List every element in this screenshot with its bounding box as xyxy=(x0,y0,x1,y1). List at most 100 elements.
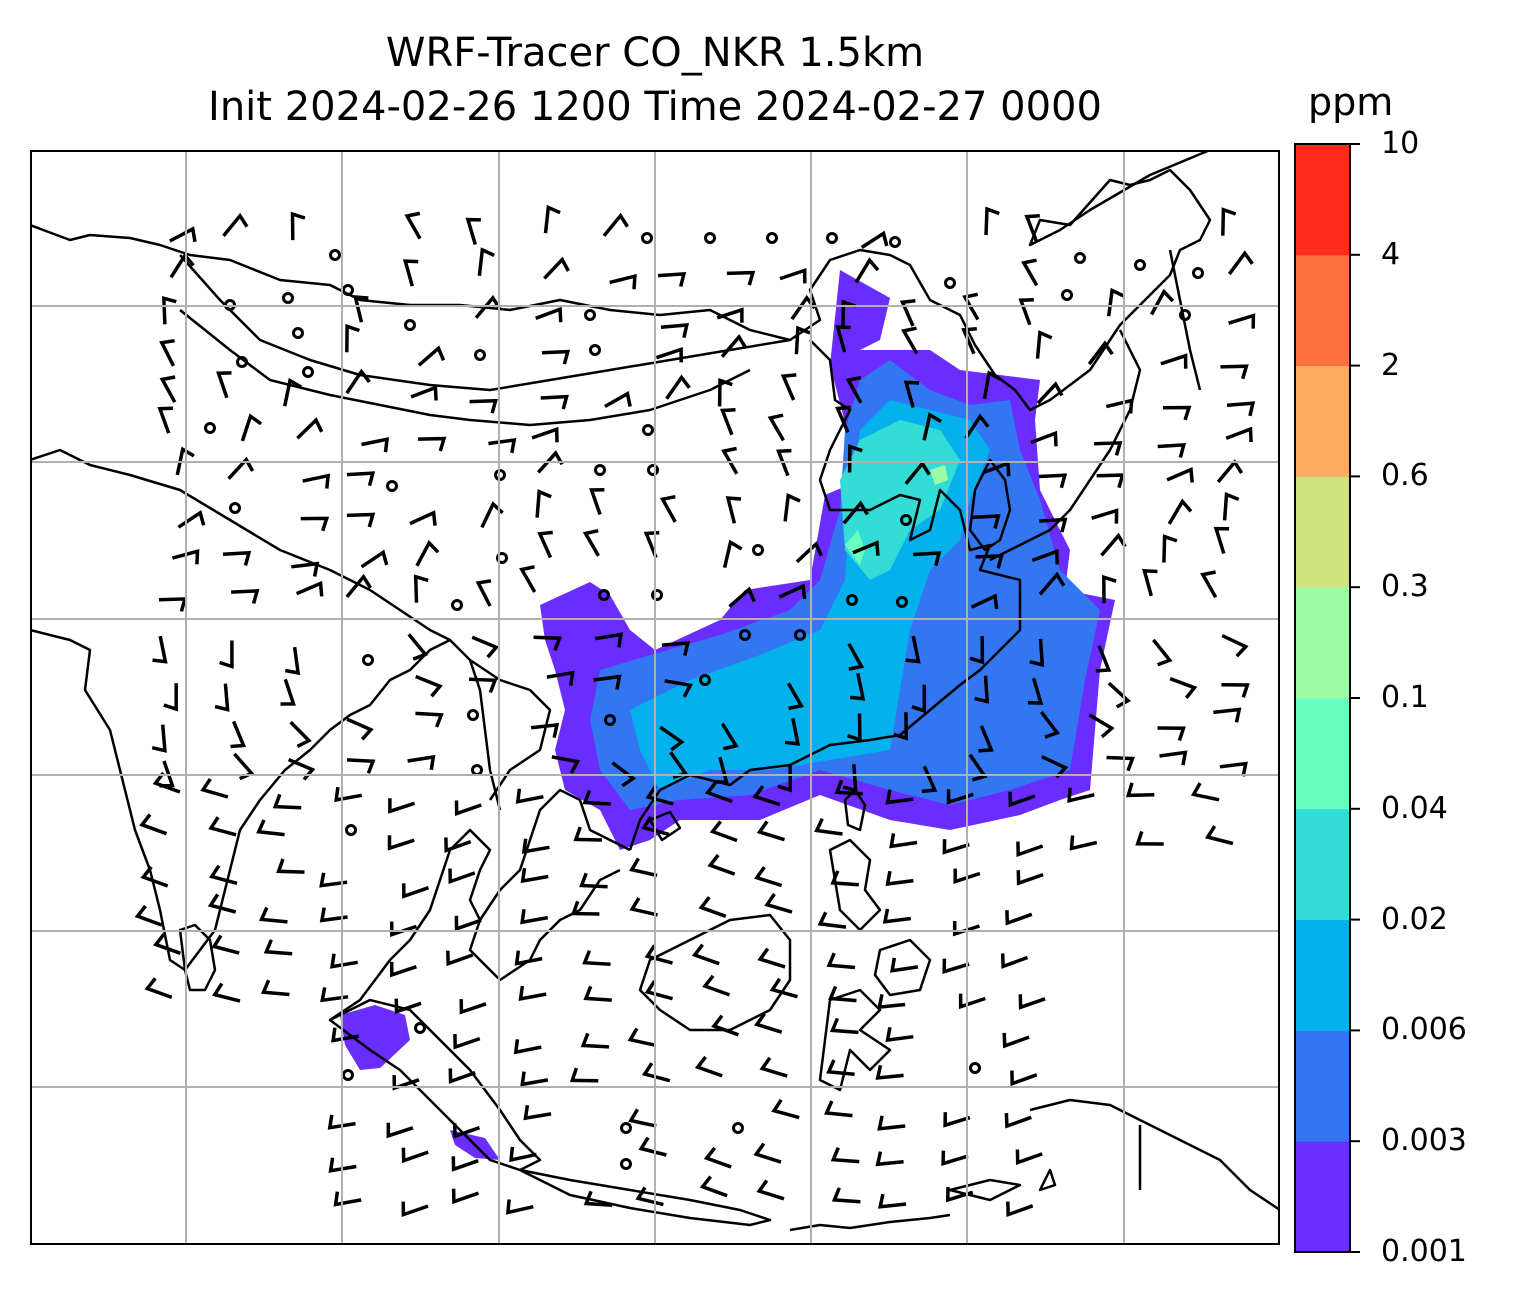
wind-barb xyxy=(1087,340,1114,366)
islands-lesser-sunda xyxy=(789,1213,951,1232)
wind-barb xyxy=(401,1147,429,1164)
wind-barb xyxy=(964,413,990,440)
wind-barb-calm xyxy=(329,249,341,261)
wind-barb xyxy=(471,635,500,659)
wind-barb xyxy=(531,426,559,443)
wind-barb xyxy=(1166,467,1194,483)
wind-barb xyxy=(260,979,290,997)
wind-barb xyxy=(841,299,857,328)
wind-barb xyxy=(922,412,942,441)
wind-barb xyxy=(968,753,988,782)
wind-barb xyxy=(1000,953,1029,969)
wind-barb xyxy=(1167,498,1193,525)
wind-barb xyxy=(1157,726,1186,742)
wind-barb xyxy=(505,1199,534,1215)
wind-barb-calm xyxy=(345,824,357,836)
wind-barb xyxy=(778,583,807,600)
wind-barb xyxy=(407,754,436,771)
wind-barb xyxy=(214,683,230,712)
wind-barb-calm xyxy=(642,424,654,436)
wind-barb xyxy=(1018,994,1046,1010)
wind-barb-calm xyxy=(467,709,479,721)
wind-barb xyxy=(361,437,390,453)
map-title-line-1: WRF-Tracer CO_NKR 1.5km xyxy=(385,30,925,76)
wind-barb xyxy=(515,788,544,804)
wind-barb xyxy=(1213,707,1242,723)
wind-barb xyxy=(691,943,720,966)
wind-barb-calm xyxy=(699,674,711,686)
wind-barb xyxy=(974,675,990,704)
wind-barb xyxy=(877,1115,906,1131)
wind-barb-calm xyxy=(598,589,610,601)
wind-barb xyxy=(1102,574,1117,604)
wind-barb-calm xyxy=(342,1069,354,1081)
colorbar-unit-label: ppm xyxy=(1308,80,1394,124)
wind-barb xyxy=(551,755,581,774)
wind-barb xyxy=(845,375,863,404)
wind-barb xyxy=(709,820,738,843)
wind-barb xyxy=(767,413,785,442)
wind-barb xyxy=(1039,517,1068,533)
wind-barb-calm xyxy=(766,232,778,244)
wind-barb xyxy=(520,1071,549,1087)
wind-barb-calm xyxy=(794,629,806,641)
wind-barb xyxy=(276,858,305,874)
wind-barb xyxy=(780,373,797,401)
wind-barb xyxy=(753,1142,782,1164)
wind-barb xyxy=(386,1122,414,1139)
wind-barb xyxy=(579,872,608,889)
wind-barb xyxy=(665,374,691,400)
wind-barb xyxy=(448,1068,476,1084)
wind-barb xyxy=(263,939,293,956)
wind-barb xyxy=(345,323,360,353)
wind-barb xyxy=(570,900,600,916)
colorbar-tick-label: 0.3 xyxy=(1381,569,1429,605)
wind-barb xyxy=(847,444,863,473)
map-gridlines xyxy=(30,150,1280,1245)
wind-barb xyxy=(152,635,168,664)
wind-barb-calm xyxy=(496,552,508,564)
wind-barb-calm xyxy=(704,232,716,244)
wind-barb xyxy=(941,1150,969,1166)
wind-barb-calm xyxy=(229,502,241,514)
wind-barb xyxy=(1142,568,1158,597)
colorbar-band xyxy=(1295,1141,1350,1253)
wind-barb xyxy=(850,672,866,701)
wind-barb xyxy=(465,217,481,245)
wind-barb xyxy=(546,670,575,686)
wind-barb xyxy=(629,857,658,878)
wind-barb xyxy=(1106,287,1125,317)
wind-barb xyxy=(1008,791,1036,808)
wind-barb xyxy=(942,958,970,974)
wind-barb xyxy=(952,921,981,937)
colorbar-tick-label: 4 xyxy=(1381,236,1401,272)
wind-barb xyxy=(786,682,805,711)
wind-barb xyxy=(721,446,739,475)
wind-barbs xyxy=(134,204,1256,1218)
wind-barb xyxy=(659,494,677,523)
wind-barb-calm xyxy=(282,292,294,304)
wind-barb xyxy=(417,345,446,367)
colorbar-tick-label: 0.001 xyxy=(1381,1234,1467,1269)
wind-barb xyxy=(177,510,206,529)
wind-barb xyxy=(1204,825,1234,846)
wind-barb xyxy=(1221,634,1249,658)
wind-barb-calm xyxy=(451,599,463,611)
wind-barb xyxy=(327,1114,356,1130)
wind-barb xyxy=(1016,841,1044,858)
map-border xyxy=(30,150,1280,1245)
wind-barb xyxy=(1160,353,1188,369)
wind-barb xyxy=(415,711,444,728)
wind-barb xyxy=(208,816,237,837)
plume-region-green xyxy=(845,530,865,565)
wind-barb xyxy=(540,394,569,410)
wind-barb xyxy=(230,720,247,749)
wind-barb-calm xyxy=(752,544,764,556)
colorbar-band xyxy=(1295,919,1350,1031)
wind-barb xyxy=(300,516,330,532)
wind-barb xyxy=(409,510,437,526)
colorbar-band xyxy=(1295,1030,1350,1142)
wind-barb xyxy=(604,390,632,409)
wind-barb xyxy=(1159,750,1188,766)
wind-barb xyxy=(659,725,685,752)
